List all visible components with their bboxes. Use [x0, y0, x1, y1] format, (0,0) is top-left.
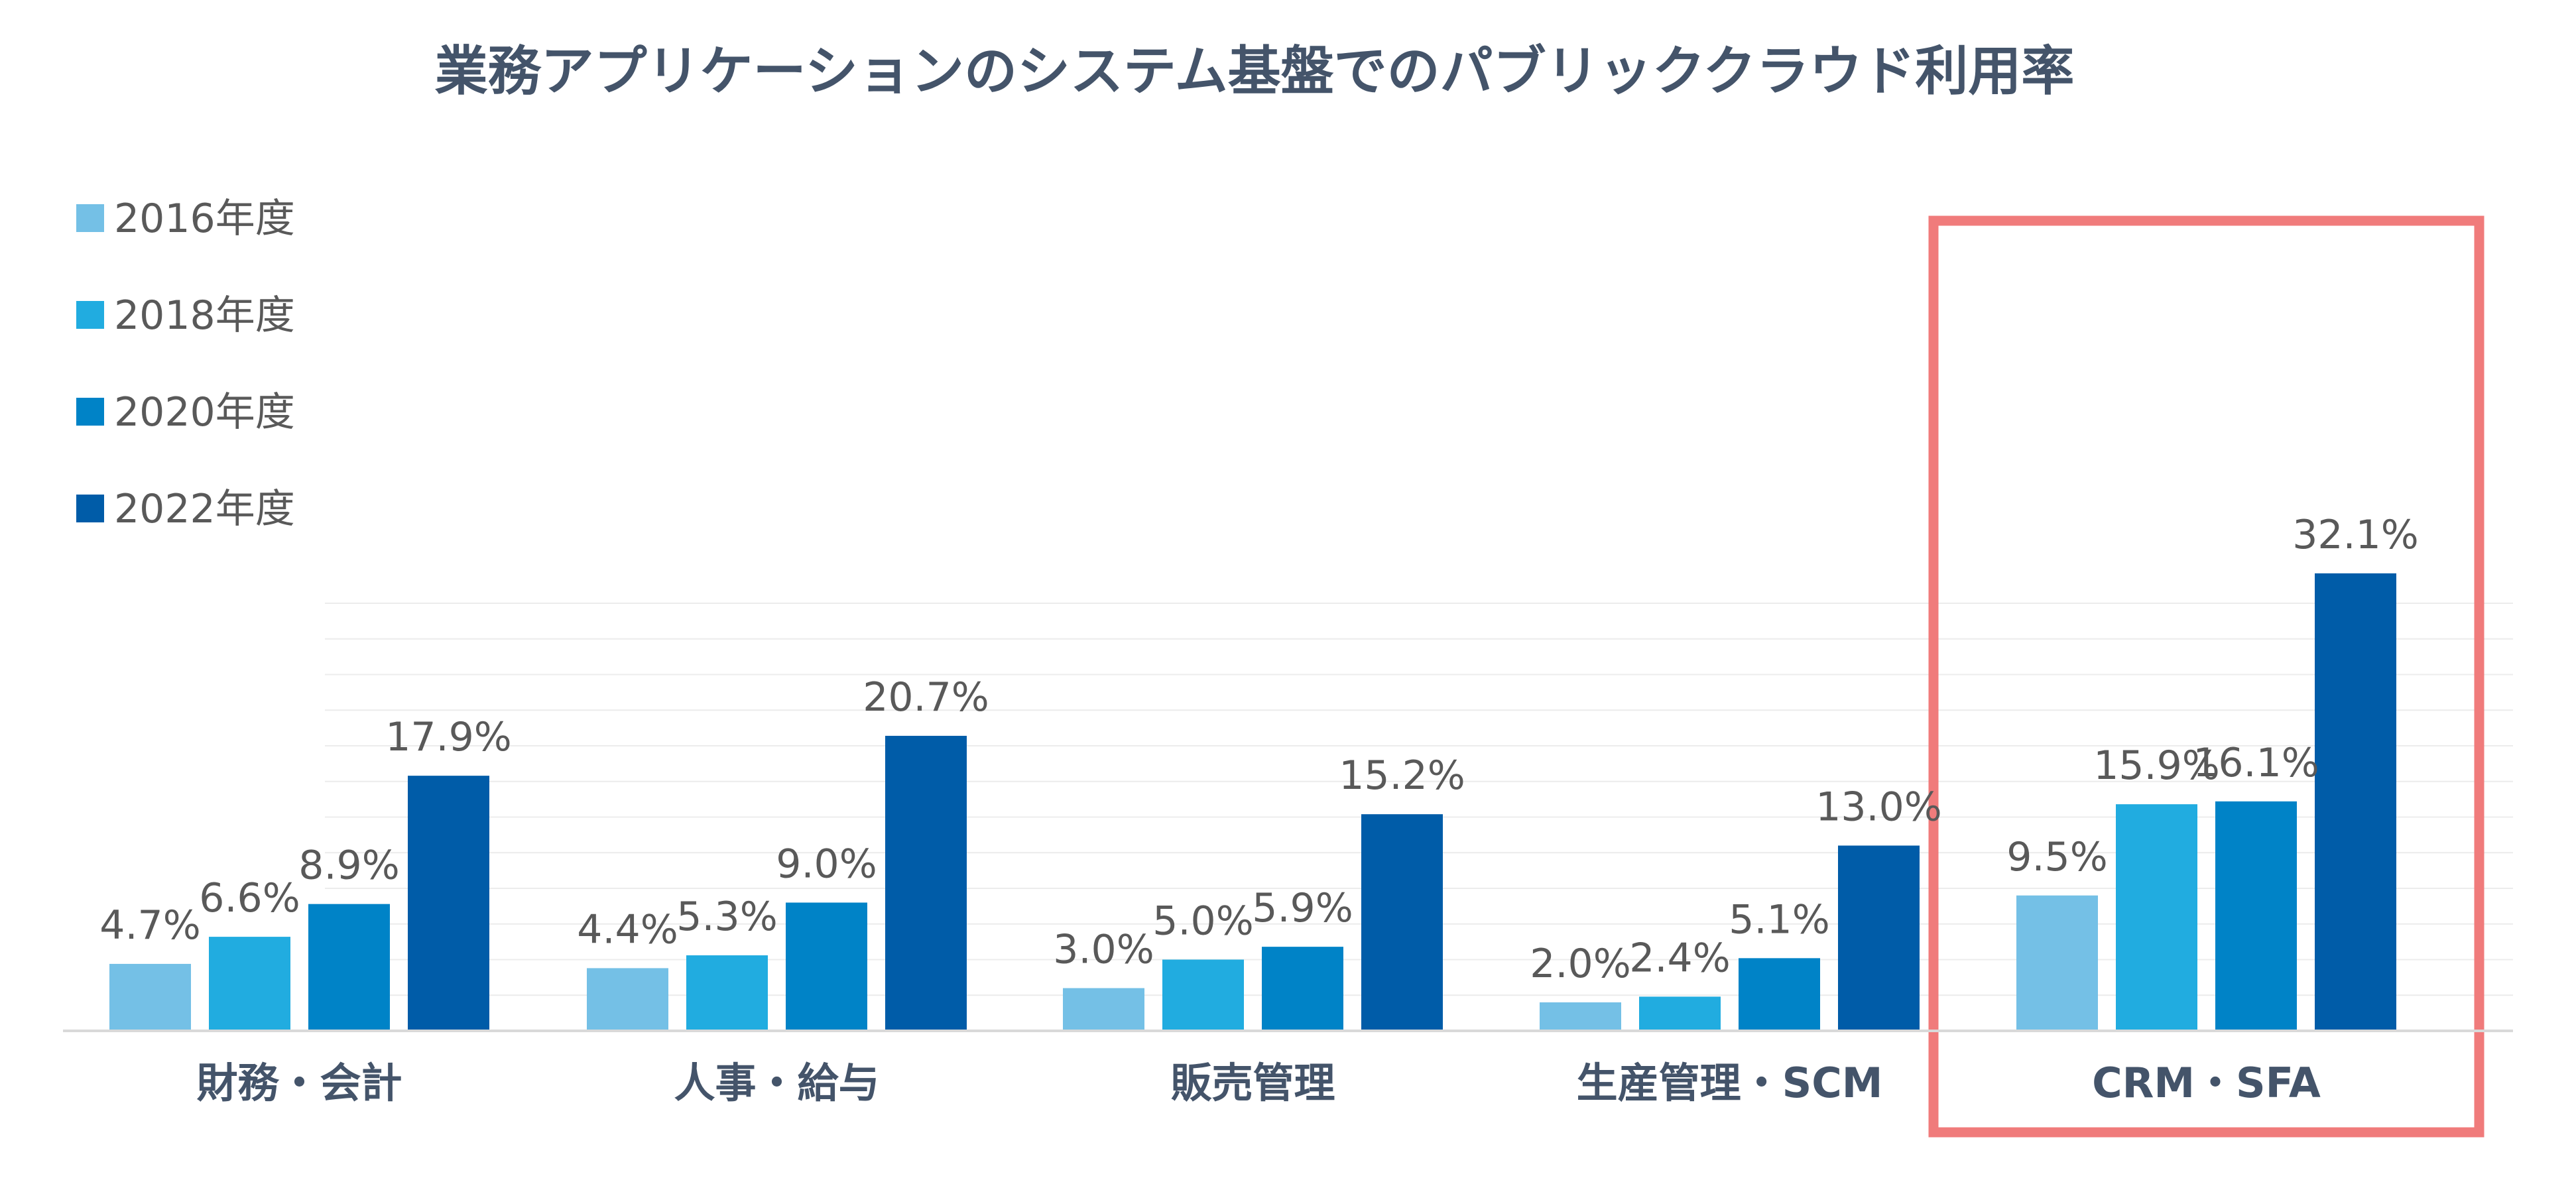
data-label: 20.7%	[863, 674, 989, 721]
bar	[308, 904, 390, 1031]
bar	[2016, 895, 2098, 1031]
data-label: 5.9%	[1252, 885, 1353, 931]
data-label: 2.0%	[1530, 941, 1630, 987]
data-label: 16.1%	[2193, 740, 2319, 786]
legend-label: 2018年度	[114, 292, 295, 339]
bar	[1540, 1002, 1621, 1031]
category-label: 人事・給与	[674, 1059, 879, 1107]
data-label: 5.0%	[1152, 898, 1253, 945]
bar	[1063, 988, 1144, 1031]
category-labels: 財務・会計 人事・給与 販売管理 生産管理・SCM CRM・SFA	[196, 1059, 2320, 1107]
data-label: 17.9%	[385, 714, 512, 760]
data-label: 5.1%	[1729, 896, 1829, 943]
data-label: 32.1%	[2292, 512, 2419, 558]
bar	[1162, 959, 1244, 1031]
bar	[1838, 845, 1920, 1031]
legend-swatch	[76, 398, 104, 426]
highlight-box	[1928, 215, 2484, 1138]
category-label: CRM・SFA	[2092, 1059, 2321, 1107]
bar	[587, 968, 668, 1031]
data-label: 3.0%	[1053, 927, 1154, 973]
data-label: 9.0%	[776, 841, 877, 888]
legend-label: 2020年度	[114, 389, 295, 436]
data-labels: 4.7% 4.4% 3.0% 2.0% 9.5% 6.6% 5.3% 5.0% 2.4% 15.9…	[99, 512, 2419, 987]
bar	[1739, 958, 1820, 1031]
bar	[408, 776, 489, 1031]
bar	[1361, 814, 1443, 1031]
data-label: 5.3%	[676, 894, 777, 940]
category-label: 販売管理	[1170, 1059, 1335, 1107]
bar	[2116, 804, 2197, 1031]
legend-swatch	[76, 301, 104, 329]
bar	[686, 955, 768, 1031]
legend-label: 2016年度	[114, 196, 295, 242]
legend-swatch	[76, 495, 104, 522]
legend: 2016年度 2018年度 2020年度 2022年度	[76, 196, 295, 532]
data-label: 13.0%	[1815, 784, 1942, 831]
legend-label: 2022年度	[114, 486, 295, 532]
data-label: 4.4%	[577, 906, 678, 953]
bar	[209, 937, 290, 1031]
category-label: 財務・会計	[196, 1059, 402, 1107]
data-label: 6.6%	[199, 875, 300, 921]
bar	[2315, 573, 2396, 1031]
bar	[2215, 801, 2297, 1031]
bar	[1639, 996, 1721, 1031]
data-label: 15.9%	[2093, 742, 2220, 789]
data-label: 2.4%	[1629, 935, 1730, 981]
chart-title: 業務アプリケーションのシステム基盤でのパブリッククラウド利用率	[435, 40, 2075, 102]
data-label: 8.9%	[298, 843, 399, 889]
legend-swatch	[76, 204, 104, 232]
highlight-group	[1928, 215, 2484, 1138]
data-label: 15.2%	[1339, 752, 1465, 799]
data-label: 4.7%	[99, 902, 200, 949]
data-label: 9.5%	[2006, 834, 2107, 880]
bar	[1262, 947, 1343, 1031]
category-label: 生産管理・SCM	[1577, 1059, 1883, 1107]
bar	[109, 963, 191, 1031]
bar	[786, 902, 867, 1031]
bars	[109, 573, 2396, 1031]
bar	[885, 735, 967, 1031]
